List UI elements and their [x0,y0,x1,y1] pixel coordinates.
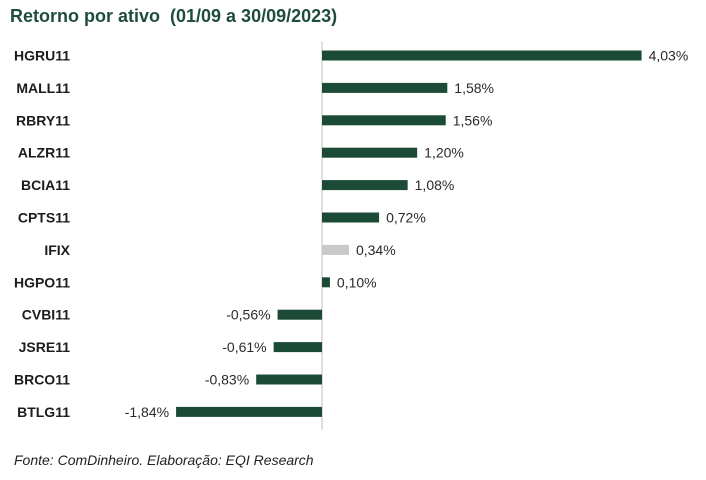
value-label: 0,10% [337,274,377,290]
category-label: CVBI11 [22,307,70,323]
bar-brco11 [256,374,322,385]
value-label: -1,84% [125,404,169,420]
bar-jsre11 [273,342,322,353]
category-label: CPTS11 [18,210,70,226]
value-label: 4,03% [649,48,689,64]
bar-cpts11 [322,212,380,223]
bar-chart: HGRU11 4,03% MALL11 1,58% RBRY11 1,56% ALZR11 1… [14,41,689,430]
bar-hgpo11 [322,277,330,288]
category-label: RBRY11 [16,112,70,128]
bar-btlg11 [176,406,322,417]
category-label: JSRE11 [19,339,71,355]
value-label: -0,83% [205,372,249,388]
bar-mall11 [322,82,448,93]
category-label: ALZR11 [18,145,70,161]
category-label: MALL11 [16,80,70,96]
bar-cvbi11 [277,309,322,320]
value-label: 1,58% [454,80,494,96]
value-label: 0,34% [356,242,396,258]
value-label: -0,56% [226,307,270,323]
value-label: 1,56% [453,112,493,128]
category-label: BCIA11 [21,177,70,193]
source-note: Fonte: ComDinheiro. Elaboração: EQI Rese… [14,452,314,468]
bar-rbry11 [322,115,446,126]
bar-hgru11 [322,50,642,61]
value-label: 1,08% [415,177,455,193]
bar-ifix [322,244,349,255]
chart-title: Retorno por ativo (01/09 a 30/09/2023) [10,6,338,26]
bar-bcia11 [322,180,408,191]
bar-alzr11 [322,147,418,158]
category-label: BTLG11 [17,404,70,420]
category-label: BRCO11 [14,372,70,388]
category-label: HGRU11 [14,48,70,64]
category-label: HGPO11 [14,274,70,290]
category-label: IFIX [44,242,70,258]
value-label: 1,20% [424,145,464,161]
value-label: 0,72% [386,210,426,226]
value-label: -0,61% [222,339,266,355]
